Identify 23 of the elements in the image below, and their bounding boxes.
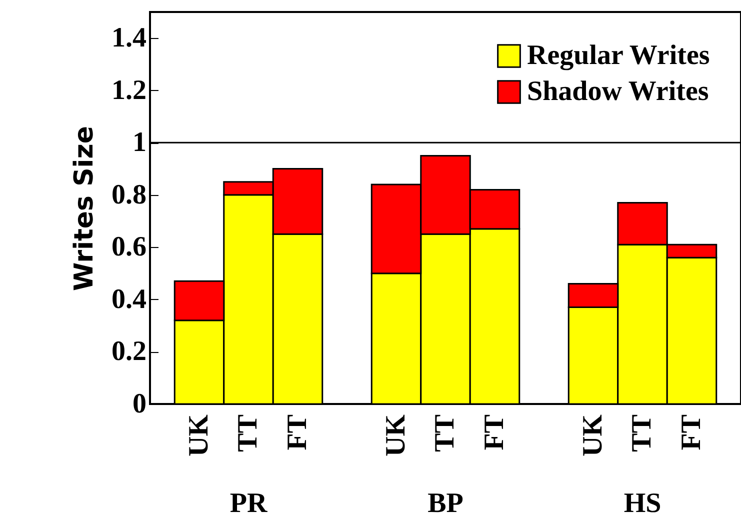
y-tick-label: 1.4 [112,22,146,54]
y-tick-label: 0.4 [112,284,146,315]
x-tick-label: FT [282,414,313,450]
text: HS [624,488,662,519]
x-tick-label: TT [430,414,460,452]
x-tick-label: TT [626,414,658,452]
y-tick-label: 0 [132,388,146,420]
y-tick-label: 1 [132,127,146,158]
x-tick-label: FT [676,414,707,450]
text: BP [428,488,464,519]
x-tick-label: FT [478,414,510,450]
x-tick-label: UK [577,414,608,456]
x-tick-label: UK [380,414,412,456]
x-tick-label: UK [183,414,214,456]
y-tick-label: 0.2 [112,336,146,368]
text: PR [230,488,268,519]
y-tick-label: 0.6 [112,232,146,263]
legend-label: Regular Writes [527,40,710,71]
legend-label: Shadow Writes [527,76,709,107]
y-tick-label: 0.8 [112,179,146,210]
y-tick-label: 1.2 [112,74,146,106]
y-axis-title: Writes Size [70,126,100,291]
x-tick-label: TT [232,414,264,452]
